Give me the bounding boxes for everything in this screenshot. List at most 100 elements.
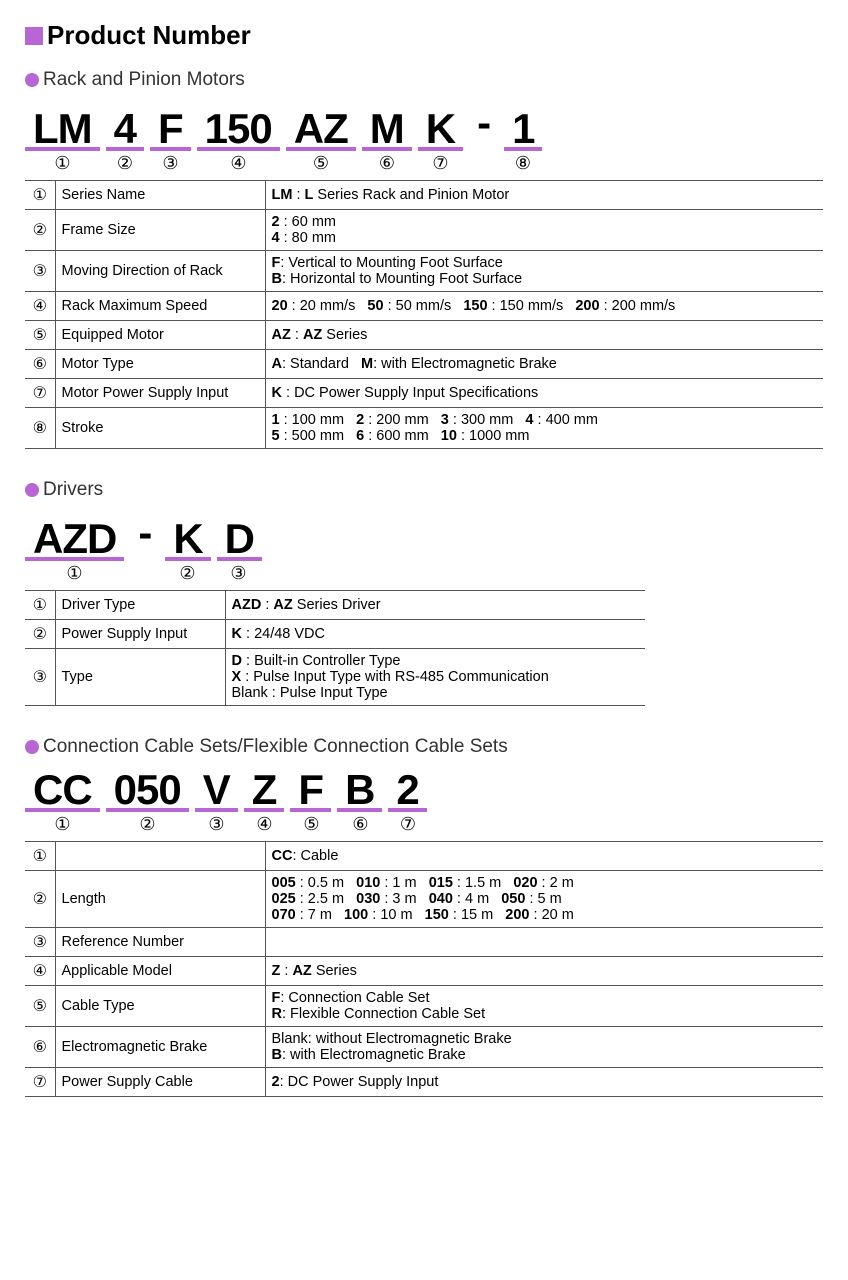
code-text: 1 (504, 105, 542, 153)
table-row: ⑤Equipped MotorAZ : AZ Series (25, 321, 823, 350)
code-part: F (150, 105, 191, 151)
section-title: Drivers (25, 479, 823, 501)
code-part: K (418, 105, 463, 151)
row-number: ② (25, 871, 55, 928)
row-desc: D : Built-in Controller TypeX : Pulse In… (225, 649, 645, 706)
code-row: CC050VZFB2 (25, 766, 823, 812)
underline (337, 808, 382, 812)
code-part: AZD (25, 515, 124, 561)
code-part: - (469, 99, 498, 151)
underline (25, 808, 100, 812)
code-text: AZ (286, 105, 356, 153)
table-row: ⑥Motor TypeA: Standard M: with Electroma… (25, 350, 823, 379)
circled-number: ⑥ (362, 153, 412, 174)
table-row: ⑥Electromagnetic BrakeBlank: without Ele… (25, 1027, 823, 1068)
underline (150, 147, 191, 151)
row-label: Series Name (55, 181, 265, 210)
code-part: K (165, 515, 210, 561)
row-label: Power Supply Input (55, 620, 225, 649)
row-number: ⑤ (25, 321, 55, 350)
section-title-text: Drivers (43, 479, 103, 501)
circled-number: ⑤ (286, 153, 356, 174)
row-label: Electromagnetic Brake (55, 1027, 265, 1068)
table-row: ①CC: Cable (25, 842, 823, 871)
code-part: AZ (286, 105, 356, 151)
row-label: Cable Type (55, 986, 265, 1027)
row-desc: K : DC Power Supply Input Specifications (265, 379, 823, 408)
circled-number: ② (106, 814, 189, 835)
row-desc: CC: Cable (265, 842, 823, 871)
underline (197, 147, 280, 151)
underline (290, 808, 331, 812)
code-text: 150 (197, 105, 280, 153)
circled-number: ① (25, 563, 124, 584)
code-part: B (337, 766, 382, 812)
underline (106, 808, 189, 812)
circled-number: ④ (197, 153, 280, 174)
row-number: ③ (25, 649, 55, 706)
row-desc (265, 928, 823, 957)
row-label: Rack Maximum Speed (55, 292, 265, 321)
table-row: ③Reference Number (25, 928, 823, 957)
row-desc: 2: DC Power Supply Input (265, 1068, 823, 1097)
table-row: ③Moving Direction of RackF: Vertical to … (25, 251, 823, 292)
row-number: ⑤ (25, 986, 55, 1027)
row-number: ⑧ (25, 408, 55, 449)
row-number: ① (25, 181, 55, 210)
table-row: ②Length005 : 0.5 m 010 : 1 m 015 : 1.5 m… (25, 871, 823, 928)
number-row: ① ②③ (25, 563, 823, 584)
circled-number: ② (165, 563, 210, 584)
section-title: Connection Cable Sets/Flexible Connectio… (25, 736, 823, 758)
code-text: V (195, 766, 238, 814)
number-row: ①②③④⑤⑥⑦⑧ (25, 153, 823, 174)
row-desc: 005 : 0.5 m 010 : 1 m 015 : 1.5 m 020 : … (265, 871, 823, 928)
code-part: 050 (106, 766, 189, 812)
table-row: ②Power Supply InputK : 24/48 VDC (25, 620, 645, 649)
row-desc: Z : AZ Series (265, 957, 823, 986)
row-label: Applicable Model (55, 957, 265, 986)
number-row: ①②③④⑤⑥⑦ (25, 814, 823, 835)
circled-number: ③ (216, 563, 261, 584)
code-text: M (362, 105, 412, 153)
table-row: ⑧Stroke1 : 100 mm 2 : 200 mm 3 : 300 mm … (25, 408, 823, 449)
square-icon (25, 27, 43, 45)
section-title-text: Rack and Pinion Motors (43, 69, 245, 91)
row-number: ④ (25, 292, 55, 321)
code-text: - (130, 509, 159, 557)
code-part: CC (25, 766, 100, 812)
code-part: F (290, 766, 331, 812)
row-desc: Blank: without Electromagnetic BrakeB: w… (265, 1027, 823, 1068)
spec-table: ①Series NameLM : L Series Rack and Pinio… (25, 180, 823, 449)
circled-number (130, 563, 159, 584)
row-number: ③ (25, 928, 55, 957)
row-number: ④ (25, 957, 55, 986)
circle-icon (25, 740, 39, 754)
underline (504, 147, 542, 151)
code-text: 2 (388, 766, 426, 814)
row-desc: K : 24/48 VDC (225, 620, 645, 649)
code-part: 2 (388, 766, 426, 812)
circled-number: ⑤ (291, 814, 332, 835)
row-label: Length (55, 871, 265, 928)
row-desc: A: Standard M: with Electromagnetic Brak… (265, 350, 823, 379)
circle-icon (25, 73, 39, 87)
underline (362, 147, 412, 151)
underline (217, 557, 262, 561)
code-text: 050 (106, 766, 189, 814)
circled-number: ③ (150, 153, 191, 174)
code-text: Z (244, 766, 285, 814)
underline (25, 147, 100, 151)
circled-number: ⑦ (389, 814, 427, 835)
row-number: ② (25, 210, 55, 251)
table-row: ⑦Power Supply Cable2: DC Power Supply In… (25, 1068, 823, 1097)
row-label: Equipped Motor (55, 321, 265, 350)
row-label: Frame Size (55, 210, 265, 251)
row-label: Motor Type (55, 350, 265, 379)
spec-table: ①CC: Cable②Length005 : 0.5 m 010 : 1 m 0… (25, 841, 823, 1097)
row-desc: 20 : 20 mm/s 50 : 50 mm/s 150 : 150 mm/s… (265, 292, 823, 321)
code-part: - (130, 509, 159, 561)
row-label (55, 842, 265, 871)
code-text: B (337, 766, 382, 814)
code-part: 1 (504, 105, 542, 151)
row-number: ⑥ (25, 1027, 55, 1068)
